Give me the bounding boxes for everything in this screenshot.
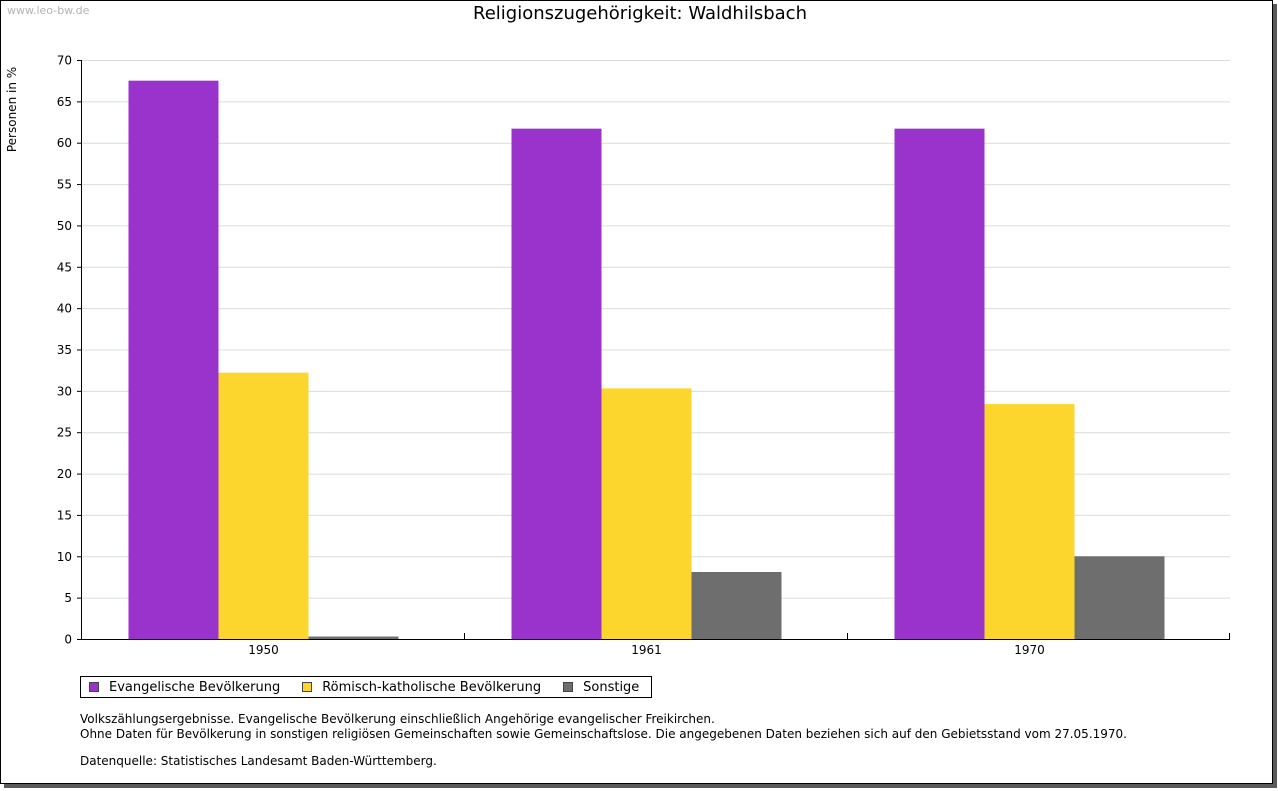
y-tick-label: 10 [57,550,72,564]
legend-label-evangelisch: Evangelische Bevölkerung [109,679,281,695]
footnote-line-1: Volkszählungsergebnisse. Evangelische Be… [80,712,715,726]
x-tick-label: 1970 [1014,643,1045,657]
bar-evangelische-1950 [128,80,219,639]
bar-chart: 0 5 10 15 20 25 30 35 40 45 50 55 60 65 70 Personen in … [5,54,1230,657]
bar-sonstige-1961 [691,572,782,639]
y-tick-label: 0 [64,633,72,647]
y-tick-label: 45 [57,260,72,274]
legend-item-evangelisch: Evangelische Bevölkerung [89,680,280,695]
bar-evangelische-1970 [894,128,985,639]
legend-label-katholisch: Römisch-katholische Bevölkerung [322,679,542,695]
chart-title: Religionszugehörigkeit: Waldhilsbach [473,3,807,24]
legend-swatch-sonstige [563,682,574,692]
y-tick-label: 65 [57,95,72,109]
legend-item-katholisch: Römisch-katholische Bevölkerung [302,680,541,695]
y-tick-label: 20 [57,467,72,481]
y-tick-label: 25 [57,426,72,440]
y-axis-label: Personen in % [5,67,19,152]
y-tick-label: 60 [57,136,72,150]
footnotes: Volkszählungsergebnisse. Evangelische Be… [80,712,1127,769]
y-tick-label: 5 [64,591,72,605]
legend-label-sonstige: Sonstige [583,679,640,695]
bar-römisch-katholische-1950 [218,372,309,639]
bar-sonstige-1970 [1074,556,1165,639]
y-tick-label: 35 [57,343,72,357]
bar-römisch-katholische-1961 [601,388,692,639]
bar-sonstige-1950 [308,636,399,639]
bar-evangelische-1961 [511,128,602,639]
bar-römisch-katholische-1970 [984,404,1075,639]
watermark: www.leo-bw.de [7,4,90,17]
x-tick-label: 1950 [248,643,279,657]
y-tick-label: 50 [57,219,72,233]
footnote-line-2: Ohne Daten für Bevölkerung in sonstigen … [80,727,1127,741]
y-tick-label: 30 [57,384,72,398]
y-tick-label: 55 [57,178,72,192]
legend: Evangelische Bevölkerung Römisch-katholi… [80,676,653,698]
y-tick-label: 15 [57,508,72,522]
legend-swatch-evangelisch [89,682,99,692]
footnote-source: Datenquelle: Statistisches Landesamt Bad… [80,754,437,768]
y-tick-label: 40 [57,302,72,316]
legend-swatch-katholisch [302,682,313,692]
legend-item-sonstige: Sonstige [563,680,639,695]
y-tick-label: 70 [57,54,72,68]
x-tick-label: 1961 [631,643,662,657]
